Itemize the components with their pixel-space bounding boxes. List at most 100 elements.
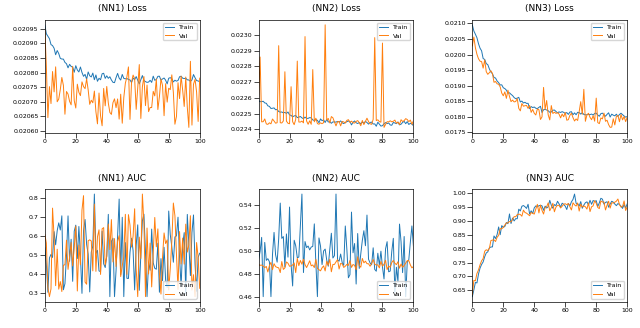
Val: [185, 125, 193, 129]
Line: Val: Val: [259, 25, 413, 127]
Line: Val: Val: [472, 199, 627, 295]
Val: [374, 263, 381, 267]
Train: [295, 255, 303, 259]
Val: [114, 239, 122, 243]
Train: [196, 251, 204, 255]
Train: [540, 108, 547, 112]
Val: [134, 86, 141, 90]
Val: [563, 118, 571, 122]
Train: [326, 120, 333, 124]
Line: Val: Val: [259, 257, 413, 273]
Train: [80, 229, 88, 233]
Val: [584, 201, 592, 205]
Val: [328, 270, 335, 274]
Title: (NN2) AUC: (NN2) AUC: [312, 174, 360, 183]
Train: [571, 192, 579, 196]
Val: [577, 202, 584, 206]
Val: [138, 192, 146, 196]
Val: [354, 255, 362, 259]
Line: Val: Val: [45, 194, 200, 297]
Val: [366, 264, 374, 268]
Val: [295, 264, 303, 268]
Train: [371, 122, 379, 126]
Val: [152, 245, 160, 249]
Train: [363, 121, 371, 125]
Val: [509, 98, 516, 102]
Val: [349, 262, 357, 266]
Train: [410, 124, 417, 128]
Train: [623, 114, 631, 118]
Line: Train: Train: [259, 194, 413, 297]
Train: [623, 202, 631, 206]
Line: Train: Train: [472, 25, 627, 117]
Train: [348, 123, 355, 127]
Train: [479, 57, 487, 61]
Val: [410, 119, 417, 123]
Title: (NN2) Loss: (NN2) Loss: [312, 4, 360, 13]
Val: [292, 271, 300, 275]
Train: [41, 246, 49, 250]
Train: [159, 77, 166, 81]
Legend: Train, Val: Train, Val: [377, 281, 410, 298]
Title: (NN1) AUC: (NN1) AUC: [99, 174, 147, 183]
Val: [196, 286, 204, 290]
Line: Train: Train: [472, 194, 627, 297]
Val: [266, 121, 273, 125]
Legend: Train, Val: Train, Val: [591, 281, 624, 298]
Train: [255, 99, 262, 103]
Train: [584, 113, 592, 116]
Train: [106, 295, 114, 298]
Val: [53, 247, 61, 251]
Legend: Train, Val: Train, Val: [377, 23, 410, 40]
Train: [134, 78, 141, 82]
Val: [623, 115, 631, 119]
Val: [149, 89, 157, 93]
Val: [321, 23, 329, 27]
Val: [136, 235, 143, 239]
Legend: Train, Val: Train, Val: [163, 281, 196, 298]
Val: [157, 77, 165, 81]
Train: [52, 243, 60, 247]
Val: [614, 197, 621, 201]
Train: [80, 74, 88, 78]
Train: [259, 295, 267, 298]
Train: [507, 221, 515, 225]
Train: [160, 245, 168, 249]
Line: Val: Val: [472, 37, 627, 127]
Val: [468, 293, 476, 297]
Train: [115, 197, 123, 201]
Train: [151, 78, 159, 82]
Train: [366, 261, 374, 265]
Train: [351, 241, 358, 245]
Title: (NN1) Loss: (NN1) Loss: [98, 4, 147, 13]
Val: [470, 35, 477, 39]
Train: [293, 116, 301, 120]
Title: (NN3) Loss: (NN3) Loss: [525, 4, 574, 13]
Val: [540, 212, 547, 216]
Val: [468, 44, 476, 48]
Train: [622, 115, 630, 119]
Val: [52, 65, 60, 69]
Val: [80, 85, 88, 89]
Train: [540, 208, 547, 212]
Train: [196, 80, 204, 84]
Line: Train: Train: [259, 101, 413, 126]
Train: [266, 104, 273, 108]
Val: [606, 125, 614, 129]
Val: [410, 264, 417, 268]
Title: (NN3) AUC: (NN3) AUC: [525, 174, 573, 183]
Train: [577, 112, 584, 116]
Val: [112, 106, 120, 110]
Train: [579, 206, 586, 210]
Train: [255, 257, 262, 261]
Train: [90, 192, 98, 196]
Train: [152, 267, 160, 271]
Train: [468, 295, 476, 298]
Val: [45, 295, 53, 298]
Val: [479, 256, 487, 260]
Val: [196, 76, 204, 80]
Val: [623, 205, 631, 209]
Train: [137, 253, 145, 257]
Train: [561, 112, 569, 115]
Val: [81, 280, 89, 284]
